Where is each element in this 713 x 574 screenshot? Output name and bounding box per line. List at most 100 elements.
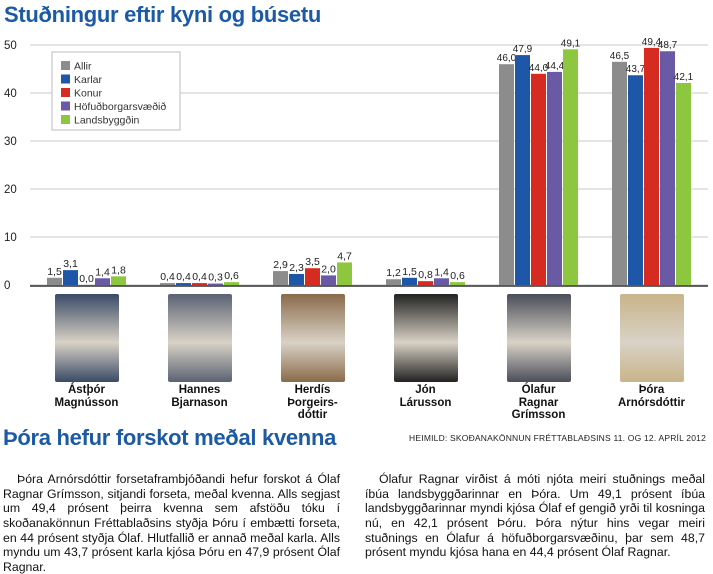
bar (660, 51, 675, 285)
bar (547, 71, 562, 285)
bar (612, 61, 627, 285)
bar-value-label: 0,6 (450, 270, 465, 282)
candidate-name-line: Herdís (294, 384, 331, 396)
bar (47, 277, 62, 285)
bar-value-label: 2,0 (321, 263, 336, 275)
bar (450, 282, 465, 285)
candidate-card: Þóra Arnórsdóttir (612, 294, 692, 409)
bar-value-label: 1,4 (434, 266, 449, 278)
bar-value-label: 0,3 (208, 272, 223, 284)
candidate-name-line: Ólafur (521, 384, 556, 396)
bar-value-label: 46,0 (497, 53, 517, 64)
candidate-name-line: Ástþór (67, 384, 106, 396)
y-tick-label: 0 (4, 280, 10, 292)
bar-value-label: 43,7 (626, 64, 646, 75)
bar (63, 270, 78, 285)
candidate-card: Herdís Þorgeirs-dóttir (273, 294, 353, 422)
y-tick-label: 20 (4, 184, 17, 196)
article-column-2: Ólafur Ragnar virðist á móti njóta meiri… (365, 472, 705, 560)
bar-value-label: 47,9 (513, 44, 533, 55)
candidate-name-line: Grímsson (511, 409, 566, 421)
candidate-card: Ólafur Ragnar Grímsson (499, 294, 579, 422)
chart-title: Stuðningur eftir kyni og búsetu (4, 2, 322, 27)
bar-value-label: 0,6 (224, 270, 239, 282)
bar (531, 73, 546, 285)
legend-label: Allir (74, 61, 92, 73)
bar (208, 283, 223, 285)
candidate-name-line: dóttir (297, 409, 328, 421)
bar-value-label: 1,4 (95, 266, 110, 278)
bar (644, 47, 659, 285)
candidate-name-line: Bjarnason (171, 396, 228, 409)
bar-value-label: 2,3 (289, 262, 304, 274)
candidate-name-line: Magnússon (54, 396, 119, 409)
candidate-photo (619, 294, 684, 382)
bar (160, 283, 175, 285)
candidate-name: Þóra Arnórsdóttir (612, 384, 692, 409)
bar-value-label: 1,8 (111, 264, 126, 276)
bar-value-label: 1,2 (386, 267, 401, 279)
bar (434, 278, 449, 285)
bar (95, 278, 110, 285)
y-tick-label: 40 (4, 88, 17, 100)
candidate-name-line: Arnórsdóttir (617, 396, 686, 409)
bar (515, 55, 530, 285)
bar (337, 262, 352, 285)
bar-value-label: 0,0 (79, 273, 94, 285)
candidate-name-line: Hannes (178, 384, 221, 396)
candidate-photo (393, 294, 458, 382)
bar-chart: 01020304050%1,53,10,01,41,80,40,40,40,30… (4, 37, 708, 292)
legend-label: Höfuðborgarsvæðið (74, 101, 166, 113)
candidate-name: Jón Lárusson (386, 384, 466, 409)
candidate-photo (506, 294, 571, 382)
legend-swatch (61, 61, 70, 70)
bar (305, 268, 320, 285)
bar-value-label: 4,7 (337, 250, 352, 262)
bar (176, 283, 191, 285)
candidate-card: Hannes Bjarnason (160, 294, 240, 409)
article-column-1: Þóra Arnórsdóttir forsetaframbjóðandi he… (3, 472, 340, 574)
bar-value-label: 46,5 (610, 51, 630, 62)
bar-value-label: 2,9 (273, 259, 288, 271)
bar-value-label: 0,8 (418, 269, 433, 281)
y-tick-label: 10 (4, 232, 17, 244)
bar-value-label: 3,1 (63, 258, 78, 270)
bar-value-label: 44,0 (529, 63, 549, 74)
candidate-name: Ólafur Ragnar Grímsson (499, 384, 579, 422)
bar-value-label: 48,7 (658, 40, 678, 51)
article-title: Þóra hefur forskot meðal kvenna (3, 425, 337, 450)
bar-value-label: 3,5 (305, 256, 320, 268)
candidate-name: Hannes Bjarnason (160, 384, 240, 409)
candidate-name-line: Lárusson (399, 396, 452, 409)
bar-value-label: 0,4 (192, 271, 207, 283)
bar-value-label: 0,4 (160, 271, 175, 283)
bar-value-label: 42,1 (674, 72, 694, 83)
candidate-photo (280, 294, 345, 382)
legend-swatch (61, 101, 70, 111)
y-tick-label: 50 (4, 40, 17, 52)
candidate-card: Jón Lárusson (386, 294, 466, 409)
candidate-name-line: Jón (415, 384, 436, 396)
bar-value-label: 49,1 (561, 38, 581, 49)
bar (402, 277, 417, 285)
bar-value-label: 44,4 (545, 61, 565, 72)
y-tick-label: 30 (4, 136, 17, 148)
bar (192, 283, 207, 285)
candidate-name: Herdís Þorgeirs-dóttir (273, 384, 353, 422)
legend-label: Konur (74, 88, 103, 100)
candidate-photo (54, 294, 119, 382)
bar-value-label: 1,5 (47, 266, 62, 278)
bar (224, 282, 239, 285)
legend-label: Karlar (74, 74, 103, 86)
candidate-name-line: Ragnar (518, 396, 559, 409)
bar (628, 75, 643, 286)
bar-value-label: 1,5 (402, 266, 417, 278)
bar (111, 276, 126, 285)
bar (499, 64, 514, 285)
candidate-name: Ástþór Magnússon (47, 384, 127, 409)
bar (563, 49, 578, 285)
bar (273, 271, 288, 285)
legend-box (51, 51, 181, 131)
bar (418, 281, 433, 285)
bar (321, 275, 336, 285)
